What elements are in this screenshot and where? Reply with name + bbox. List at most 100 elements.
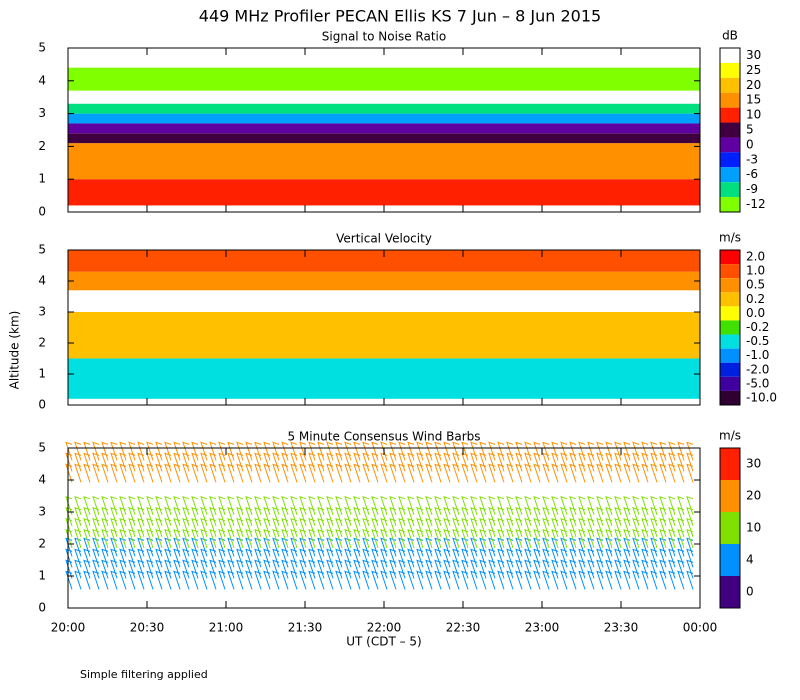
wind-barb (488, 452, 496, 472)
wind-barb (506, 559, 514, 579)
wind-barb (560, 529, 568, 548)
wind-barb (146, 570, 154, 590)
wind-barb (497, 529, 505, 548)
wind-barb (335, 496, 343, 515)
wind-barb (506, 496, 514, 515)
wind-barb (533, 452, 541, 472)
wind-barb (461, 463, 469, 483)
wind-barb (353, 570, 361, 590)
wind-barb (605, 452, 613, 472)
wind-barb (281, 529, 289, 548)
wind-barb (452, 529, 460, 548)
wind-barb (632, 496, 640, 515)
x-tick-label: 23:00 (525, 621, 560, 635)
wind-barb (479, 529, 487, 548)
wind-barb (650, 518, 658, 537)
wind-barb (245, 507, 253, 526)
wind-barb (119, 529, 127, 548)
wind-barb (389, 559, 397, 579)
wind-barb (236, 507, 244, 526)
wind-barb (380, 529, 388, 548)
wind-barb (209, 559, 217, 579)
wind-barb (596, 452, 604, 472)
wind-barb (398, 452, 406, 472)
wind-barb (398, 570, 406, 590)
wind-barb (587, 518, 595, 537)
wind-barb (443, 548, 451, 568)
wind-barb (326, 559, 334, 579)
wind-barb (497, 463, 505, 483)
wind-barb (389, 548, 397, 568)
wind-barb (389, 570, 397, 590)
wind-barb (659, 463, 667, 483)
colorbar-label: 30 (746, 457, 761, 471)
wind-barb (290, 518, 298, 537)
wind-barb (479, 463, 487, 483)
wind-barb (83, 570, 91, 590)
wind-barb (641, 518, 649, 537)
wind-barb (524, 518, 532, 537)
wind-barb (623, 518, 631, 537)
colorbar-label: -6 (746, 167, 758, 181)
wind-barb (614, 507, 622, 526)
colorbar-frame (719, 447, 741, 609)
wind-barb (479, 548, 487, 568)
wind-barb (452, 537, 460, 557)
wind-barb (425, 463, 433, 483)
wind-barb (443, 537, 451, 557)
wind-barb (650, 559, 658, 579)
wind-barb (371, 548, 379, 568)
panel-title: Vertical Velocity (336, 232, 432, 246)
wind-barb (353, 441, 361, 461)
wind-barb (497, 548, 505, 568)
wind-barb (83, 452, 91, 472)
contour-band (68, 271, 700, 291)
wind-barb (362, 518, 370, 537)
wind-barb (326, 463, 334, 483)
x-axis-label: UT (CDT – 5) (346, 635, 422, 649)
wind-barb (461, 548, 469, 568)
contour-band (68, 143, 700, 180)
wind-barb (344, 441, 352, 461)
wind-barb (155, 529, 163, 548)
wind-barb (515, 518, 523, 537)
wind-barb (569, 537, 577, 557)
colorbar-swatch (720, 48, 740, 63)
wind-barb (281, 559, 289, 579)
wind-barb (569, 452, 577, 472)
wind-barb (209, 496, 217, 515)
wind-barb (146, 441, 154, 461)
colorbar-swatch (720, 182, 740, 198)
wind-barb (299, 537, 307, 557)
wind-barb (65, 537, 73, 557)
wind-barb (236, 529, 244, 548)
wind-barb (551, 529, 559, 548)
wind-barb (641, 441, 649, 461)
wind-barb (200, 441, 208, 461)
wind-barb (389, 518, 397, 537)
wind-barb (677, 507, 685, 526)
wind-barb (137, 548, 145, 568)
contour-band (68, 67, 700, 91)
wind-barb (353, 463, 361, 483)
wind-barb (128, 537, 136, 557)
wind-barb (362, 463, 370, 483)
wind-barb (290, 507, 298, 526)
wind-barb (353, 529, 361, 548)
wind-barb (326, 518, 334, 537)
wind-barb (353, 507, 361, 526)
colorbar-swatch (720, 334, 740, 349)
wind-barb (182, 507, 190, 526)
wind-barb (632, 559, 640, 579)
wind-barb (236, 463, 244, 483)
y-tick-label: 5 (38, 243, 46, 257)
wind-barb (434, 570, 442, 590)
wind-barb (569, 463, 577, 483)
wind-barb (344, 463, 352, 483)
wind-barb (173, 559, 181, 579)
wind-barb (668, 441, 676, 461)
wind-barb (164, 463, 172, 483)
wind-barb (254, 452, 262, 472)
wind-barb (560, 537, 568, 557)
wind-barb (407, 548, 415, 568)
